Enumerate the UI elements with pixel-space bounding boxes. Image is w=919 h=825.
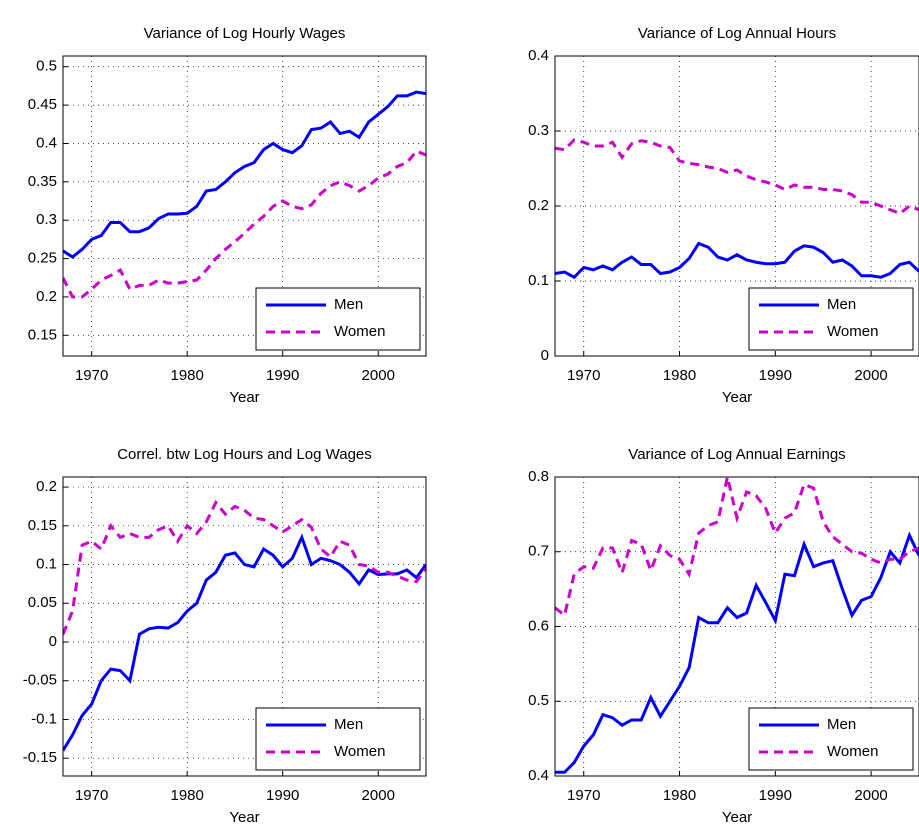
chart-title: Variance of Log Annual Earnings — [628, 446, 845, 463]
y-tick-label: 0.35 — [28, 173, 57, 190]
y-tick-label: 0.5 — [36, 58, 57, 75]
y-tick-label: 0.25 — [28, 250, 57, 267]
y-tick-label: 0.1 — [36, 555, 57, 572]
x-axis-label: Year — [722, 809, 752, 825]
y-tick-label: 0.15 — [28, 326, 57, 343]
y-tick-label: 0.2 — [528, 197, 549, 214]
legend-label: Women — [334, 323, 385, 340]
legend-box — [255, 707, 421, 771]
series-line — [63, 149, 426, 299]
legend-box — [255, 287, 421, 351]
x-tick-label: 1970 — [75, 367, 108, 384]
series-line — [555, 241, 919, 280]
y-tick-label: 0.2 — [36, 288, 57, 305]
axes-box — [554, 476, 919, 777]
axes-box — [554, 55, 919, 357]
series-line — [63, 499, 426, 635]
legend-label: Women — [827, 743, 878, 760]
y-tick-label: -0.15 — [23, 749, 57, 766]
x-tick-label: 1970 — [567, 787, 600, 804]
x-axis-label: Year — [722, 389, 752, 406]
x-tick-label: 1980 — [170, 787, 203, 804]
panel: Variance of Log Annual Hours Year 0 0.1 0.2 0… — [528, 25, 919, 406]
x-tick-label: 2000 — [854, 787, 887, 804]
y-tick-label: 0.4 — [528, 47, 549, 64]
x-tick-label: 1990 — [266, 787, 299, 804]
y-tick-label: 0.4 — [528, 767, 549, 784]
panel: Variance of Log Annual Earnings Year 0.4 0.… — [528, 446, 919, 825]
x-tick-label: 1990 — [759, 367, 792, 384]
y-tick-label: 0.2 — [36, 478, 57, 495]
x-tick-label: 1990 — [759, 787, 792, 804]
chart-title: Variance of Log Hourly Wages — [144, 25, 346, 42]
legend-label: Women — [827, 323, 878, 340]
x-tick-label: 1970 — [567, 367, 600, 384]
legend: Men Women — [255, 287, 421, 351]
x-axis-label: Year — [229, 389, 259, 406]
legend-label: Men — [827, 716, 856, 733]
y-tick-label: 0.3 — [36, 211, 57, 228]
y-tick-label: 0.15 — [28, 517, 57, 534]
x-tick-label: 1980 — [663, 787, 696, 804]
series-line — [555, 531, 919, 774]
legend-label: Men — [334, 296, 363, 313]
y-tick-label: 0.1 — [528, 272, 549, 289]
x-tick-label: 2000 — [854, 367, 887, 384]
y-tick-label: 0 — [541, 347, 549, 364]
series-line — [63, 533, 426, 752]
legend: Men Women — [255, 707, 421, 771]
x-axis-label: Year — [229, 809, 259, 825]
x-tick-label: 2000 — [362, 367, 395, 384]
panel: Variance of Log Hourly Wages Year 0.15 0.2 0… — [28, 25, 427, 406]
y-tick-label: 0.45 — [28, 96, 57, 113]
y-tick-label: 0.5 — [528, 692, 549, 709]
series-line — [555, 138, 919, 216]
x-tick-label: 2000 — [362, 787, 395, 804]
chart-title: Variance of Log Annual Hours — [638, 25, 836, 42]
legend-box — [748, 287, 914, 351]
legend-label: Women — [334, 743, 385, 760]
legend: Men Women — [748, 707, 914, 771]
y-tick-label: 0.8 — [528, 468, 549, 485]
y-tick-label: -0.1 — [31, 710, 57, 727]
chart-title: Correl. btw Log Hours and Log Wages — [117, 446, 372, 463]
y-tick-label: 0.6 — [528, 617, 549, 634]
legend: Men Women — [748, 287, 914, 351]
x-tick-label: 1980 — [663, 367, 696, 384]
x-tick-label: 1990 — [266, 367, 299, 384]
series-line — [63, 90, 426, 259]
panel: Correl. btw Log Hours and Log Wages Year -… — [23, 446, 427, 825]
y-tick-label: 0.4 — [36, 134, 57, 151]
y-tick-label: 0.05 — [28, 594, 57, 611]
y-tick-label: 0.7 — [528, 543, 549, 560]
legend-label: Men — [827, 296, 856, 313]
axes-box — [62, 55, 427, 357]
y-tick-label: 0.3 — [528, 122, 549, 139]
y-tick-label: 0 — [49, 633, 57, 650]
y-tick-label: -0.05 — [23, 672, 57, 689]
series-line — [555, 477, 919, 618]
x-tick-label: 1970 — [75, 787, 108, 804]
legend-label: Men — [334, 716, 363, 733]
axes-box — [62, 476, 427, 777]
legend-box — [748, 707, 914, 771]
x-tick-label: 1980 — [170, 367, 203, 384]
